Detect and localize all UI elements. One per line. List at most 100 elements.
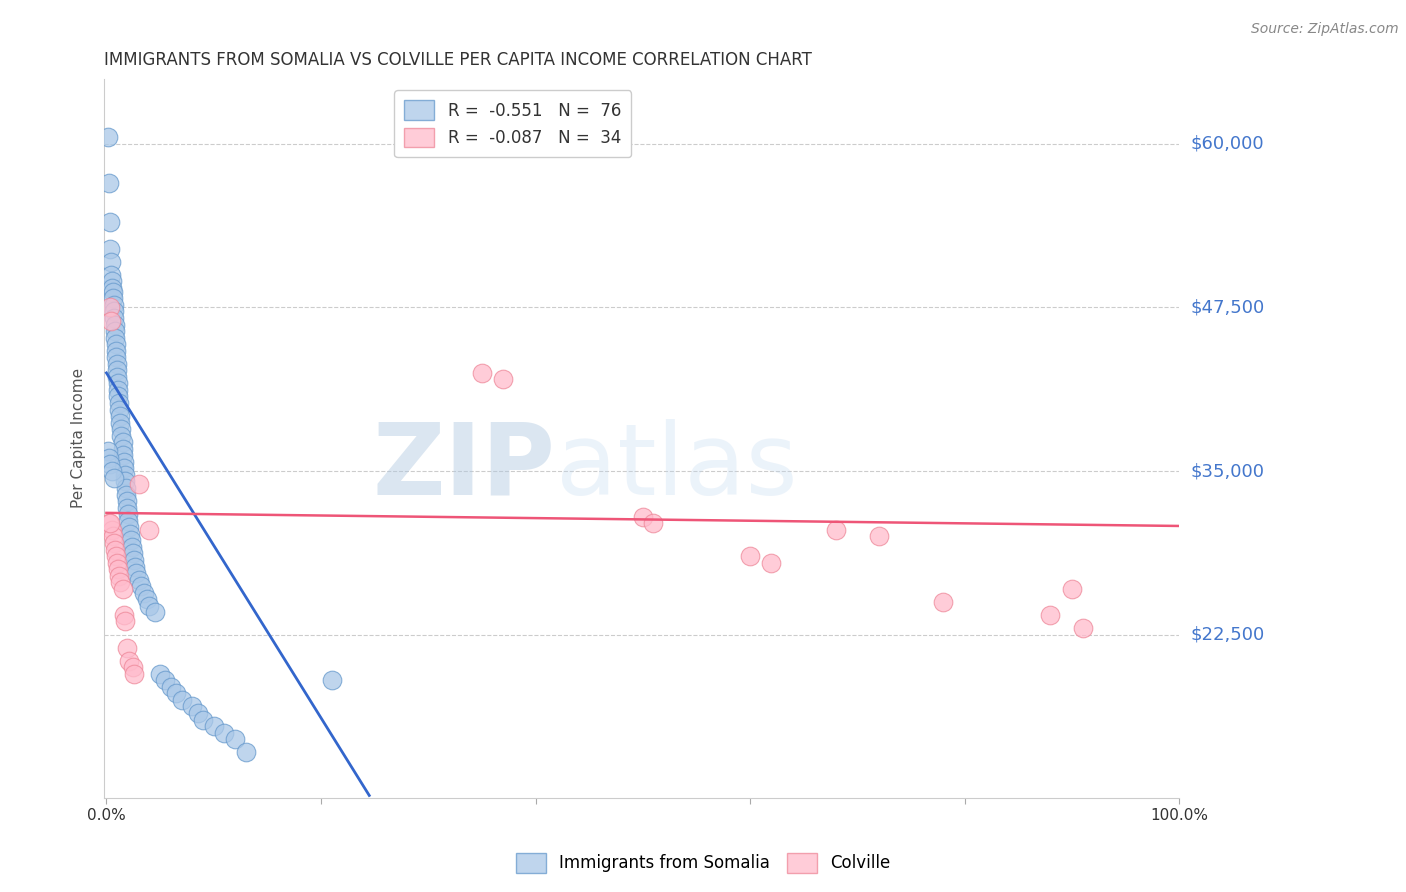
Point <box>120 533 142 548</box>
Point <box>100 268 122 282</box>
Point <box>111 435 134 450</box>
Point <box>104 330 127 344</box>
Point <box>471 366 494 380</box>
Point <box>114 481 136 495</box>
Point <box>761 556 783 570</box>
Point <box>115 500 138 515</box>
Point <box>1039 607 1062 622</box>
Point <box>112 461 135 475</box>
Point <box>105 369 128 384</box>
Point <box>107 562 129 576</box>
Point <box>138 599 160 613</box>
Text: ZIP: ZIP <box>373 418 555 516</box>
Point <box>181 699 204 714</box>
Point <box>114 487 136 501</box>
Point <box>98 242 121 256</box>
Point <box>122 660 145 674</box>
Point <box>118 654 141 668</box>
Point <box>170 693 193 707</box>
Point <box>98 458 121 472</box>
Point <box>114 615 136 629</box>
Point <box>114 467 136 482</box>
Point <box>105 337 128 351</box>
Point <box>100 313 122 327</box>
Point <box>96 444 118 458</box>
Point <box>1071 621 1094 635</box>
Point <box>118 526 141 541</box>
Point <box>103 536 125 550</box>
Point <box>98 516 121 531</box>
Point <box>224 732 246 747</box>
Point <box>631 509 654 524</box>
Point <box>111 448 134 462</box>
Point <box>103 298 125 312</box>
Point <box>165 686 187 700</box>
Text: $35,000: $35,000 <box>1191 462 1264 480</box>
Point <box>235 745 257 759</box>
Point <box>117 507 139 521</box>
Point <box>492 372 515 386</box>
Point <box>824 523 846 537</box>
Point <box>103 310 125 325</box>
Point <box>105 357 128 371</box>
Point <box>321 673 343 688</box>
Point <box>125 566 148 580</box>
Point <box>108 402 131 417</box>
Text: Source: ZipAtlas.com: Source: ZipAtlas.com <box>1251 22 1399 37</box>
Point <box>114 475 136 489</box>
Point <box>112 455 135 469</box>
Point <box>101 291 124 305</box>
Point <box>117 514 139 528</box>
Point <box>97 176 120 190</box>
Point <box>191 713 214 727</box>
Point <box>155 673 177 688</box>
Point <box>132 585 155 599</box>
Point <box>128 573 150 587</box>
Point <box>110 409 132 423</box>
Point <box>101 523 124 537</box>
Point <box>97 450 120 465</box>
Point <box>115 640 138 655</box>
Point <box>101 274 124 288</box>
Point <box>103 470 125 484</box>
Point <box>110 575 132 590</box>
Point <box>115 494 138 508</box>
Point <box>110 422 132 436</box>
Point <box>105 556 128 570</box>
Text: IMMIGRANTS FROM SOMALIA VS COLVILLE PER CAPITA INCOME CORRELATION CHART: IMMIGRANTS FROM SOMALIA VS COLVILLE PER … <box>104 51 813 69</box>
Point <box>149 666 172 681</box>
Point <box>101 529 124 543</box>
Point <box>108 568 131 582</box>
Point <box>105 549 128 563</box>
Point <box>121 540 143 554</box>
Point <box>136 592 159 607</box>
Y-axis label: Per Capita Income: Per Capita Income <box>72 368 86 508</box>
Legend: R =  -0.551   N =  76, R =  -0.087   N =  34: R = -0.551 N = 76, R = -0.087 N = 34 <box>394 90 631 157</box>
Point <box>110 428 132 442</box>
Text: $47,500: $47,500 <box>1191 299 1264 317</box>
Point <box>107 376 129 391</box>
Point <box>187 706 209 720</box>
Point <box>118 520 141 534</box>
Point <box>103 304 125 318</box>
Point <box>1060 582 1083 596</box>
Point <box>138 523 160 537</box>
Point <box>159 680 181 694</box>
Text: atlas: atlas <box>555 418 797 516</box>
Point <box>97 516 120 531</box>
Point <box>124 559 146 574</box>
Point <box>122 546 145 560</box>
Point <box>101 285 124 299</box>
Point <box>101 281 124 295</box>
Point <box>124 553 146 567</box>
Point <box>104 542 127 557</box>
Point <box>105 343 128 358</box>
Point <box>932 595 955 609</box>
Point <box>110 416 132 430</box>
Point <box>105 350 128 364</box>
Point <box>111 442 134 456</box>
Point <box>868 529 890 543</box>
Point <box>214 725 236 739</box>
Point <box>108 396 131 410</box>
Point <box>143 605 166 619</box>
